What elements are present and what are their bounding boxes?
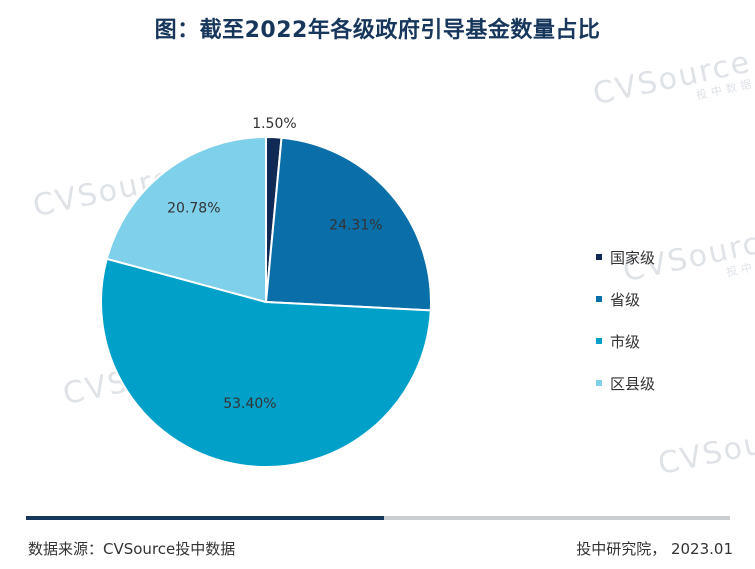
legend-item-1: 省级 xyxy=(596,278,655,320)
pie-slice-3 xyxy=(105,135,267,304)
legend-item-0: 国家级 xyxy=(596,236,655,278)
divider-bar-dark xyxy=(26,516,384,520)
legend-label: 国家级 xyxy=(610,248,656,267)
slice-label-2: 53.40% xyxy=(223,396,276,412)
source-note: 数据来源：CVSource投中数据 xyxy=(28,540,236,558)
divider-bar-light xyxy=(384,516,730,520)
pie-slice-1 xyxy=(264,136,432,312)
legend-item-3: 区县级 xyxy=(596,362,655,404)
legend-swatch xyxy=(596,296,602,302)
legend: 国家级省级市级区县级 xyxy=(596,236,655,404)
legend-label: 市级 xyxy=(610,332,641,351)
credit-note: 投中研究院， 2023.01 xyxy=(576,540,733,558)
chart-title: 图：截至2022年各级政府引导基金数量占比 xyxy=(154,18,601,43)
slice-label-1: 24.31% xyxy=(329,217,382,233)
slice-label-0: 1.50% xyxy=(252,116,296,132)
slice-label-3: 20.78% xyxy=(167,201,220,217)
legend-label: 省级 xyxy=(610,290,641,309)
legend-swatch xyxy=(596,338,602,344)
legend-label: 区县级 xyxy=(610,374,656,393)
legend-item-2: 市级 xyxy=(596,320,655,362)
legend-swatch xyxy=(596,254,602,260)
legend-swatch xyxy=(596,380,602,386)
pie-slice-2 xyxy=(100,257,432,468)
